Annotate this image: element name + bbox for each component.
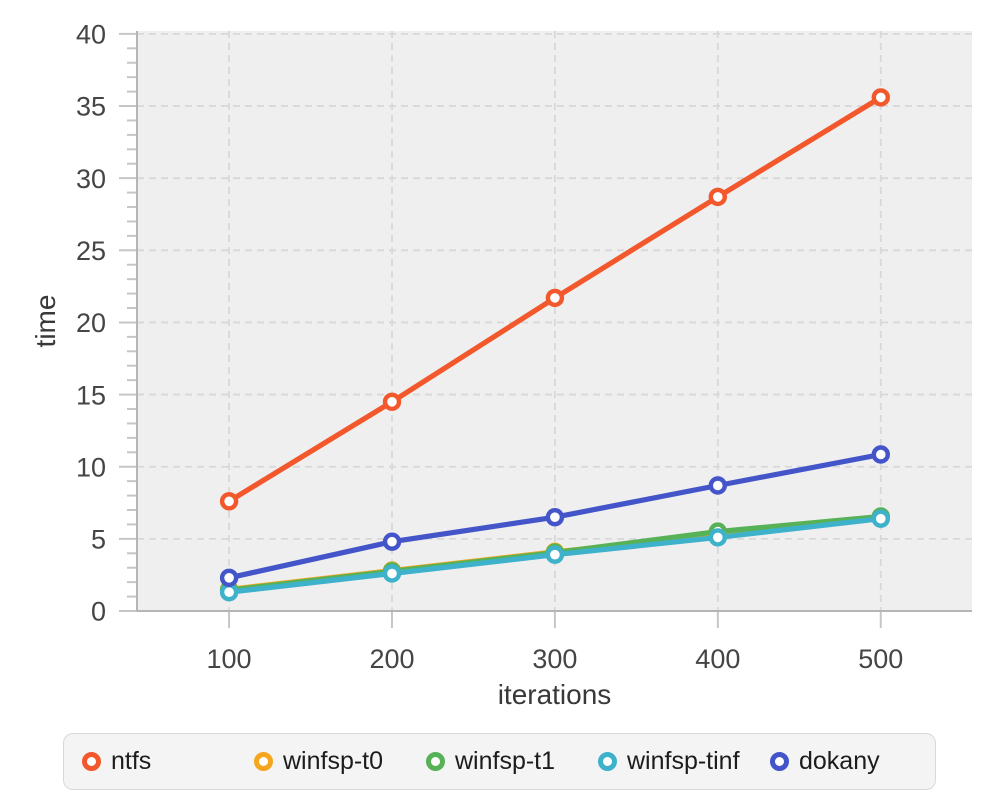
series-marker-ntfs (382, 392, 402, 411)
chart-legend: ntfs winfsp-t0 winfsp-t1 winfsp-tinf dokany (63, 733, 936, 790)
series-marker-dokany (382, 532, 402, 551)
series-marker-ntfs (871, 88, 890, 107)
x-tick-label: 200 (369, 644, 414, 674)
series-marker-winfsp-tinf (871, 509, 890, 528)
y-tick-label: 0 (91, 597, 106, 627)
legend-item-ntfs: ntfs (82, 749, 254, 774)
y-axis-title: time (30, 295, 61, 348)
series-marker-winfsp-tinf (545, 545, 565, 564)
legend-label: ntfs (111, 747, 152, 775)
y-tick-label: 25 (76, 236, 106, 266)
x-tick-label: 400 (695, 644, 740, 674)
legend-ring-icon (770, 752, 789, 771)
legend-ring-icon (254, 752, 273, 771)
series-marker-dokany (545, 508, 565, 527)
y-tick-label: 40 (76, 20, 106, 50)
x-tick-label: 300 (532, 644, 577, 674)
y-tick-label: 20 (76, 308, 106, 338)
legend-label: winfsp-tinf (627, 747, 740, 775)
y-tick-label: 30 (76, 164, 106, 194)
series-marker-dokany (871, 445, 890, 464)
series-marker-ntfs (219, 492, 239, 511)
series-marker-ntfs (708, 187, 727, 207)
legend-item-winfsp-t1: winfsp-t1 (426, 749, 598, 774)
series-marker-dokany (219, 568, 239, 587)
x-axis-title: iterations (498, 679, 612, 710)
legend-label: winfsp-t0 (283, 747, 384, 775)
series-marker-winfsp-tinf (219, 583, 239, 602)
x-tick-label: 500 (858, 644, 903, 674)
legend-ring-icon (426, 752, 445, 771)
series-marker-dokany (708, 476, 727, 495)
y-tick-label: 35 (76, 92, 106, 122)
legend-ring-icon (82, 752, 101, 771)
benchmark-line-chart: 0 5 10 15 20 25 30 35 40 100 200 300 400 500 iteration… (30, 20, 972, 710)
y-tick-label: 10 (76, 452, 106, 482)
y-tick-label: 15 (76, 380, 106, 410)
y-tick-label: 5 (91, 525, 106, 555)
legend-item-winfsp-tinf: winfsp-tinf (598, 749, 770, 774)
legend-ring-icon (598, 752, 617, 771)
series-marker-winfsp-tinf (708, 528, 727, 547)
x-tick-label: 100 (207, 644, 252, 674)
legend-label: dokany (799, 747, 880, 775)
series-marker-winfsp-tinf (382, 564, 402, 583)
legend-item-winfsp-t0: winfsp-t0 (254, 749, 426, 774)
series-marker-ntfs (545, 288, 565, 308)
legend-item-dokany: dokany (770, 749, 880, 774)
chart-canvas: 0 5 10 15 20 25 30 35 40 100 200 300 400 500 iteration… (30, 20, 972, 710)
legend-label: winfsp-t1 (455, 747, 556, 775)
